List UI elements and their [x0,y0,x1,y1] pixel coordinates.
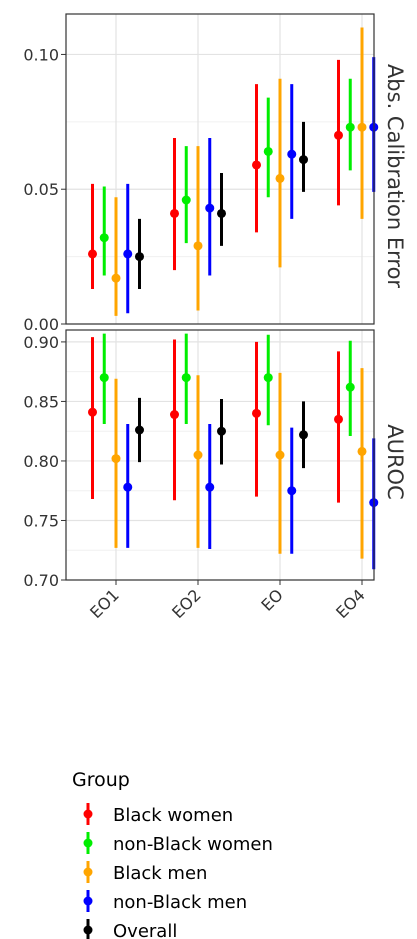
panel-1: 0.00 0.05 0.10 Abs. Calibration Error [23,13,407,334]
legend-label: Black men [113,863,207,884]
mean-point [217,426,226,436]
series-non-black-women [99,78,355,276]
mean-point [88,407,97,417]
mean-point [263,146,273,156]
mean-point [217,208,226,218]
panel-border [65,329,375,581]
mean-point [357,122,367,132]
legend-key-point [83,925,93,935]
mean-point [299,430,308,440]
mean-point [99,373,109,383]
y-tick-label: 0.85 [23,392,59,411]
series-overall [135,121,308,289]
x-tick-label: EO4 [332,585,369,622]
mean-point [263,373,273,383]
mean-point [334,130,343,140]
mean-point [99,233,109,243]
y-tick-label: 0.80 [23,452,59,471]
y-tick-label: 0.70 [23,571,59,590]
series-non-black-women [99,333,355,436]
mean-point [135,252,144,262]
mean-point [181,195,191,205]
legend-key-point [83,867,93,877]
x-tick-label: EO [257,585,286,614]
series-black-women [88,59,343,289]
mean-point [193,450,203,460]
legend-item: non-Black women [83,832,273,855]
legend-label: Black women [113,805,233,826]
mean-point [287,149,297,159]
legend-key-point [83,838,93,848]
mean-point [111,454,121,464]
mean-point [205,482,215,492]
legend: Group Black women non-Black women Black me… [72,769,273,939]
legend-items: Black women non-Black women Black men non-B… [83,803,273,939]
strip-label: AUROC [383,424,407,500]
y-tick-label: 0.05 [23,180,59,199]
series-overall [135,397,308,469]
legend-item: Overall [83,919,177,939]
x-tick-label: EO1 [86,585,123,622]
mean-point [299,155,308,165]
legend-label: non-Black men [113,892,247,913]
strip-label: Abs. Calibration Error [383,64,407,288]
mean-point [170,208,179,218]
mean-point [275,450,285,460]
series-black-women [88,337,343,503]
legend-item: Black men [83,861,207,884]
legend-title: Group [72,769,130,791]
x-axis: EO1 EO2 EO EO4 [86,580,369,622]
mean-point [334,414,343,424]
mean-point [135,425,144,435]
mean-point [123,482,133,492]
legend-item: non-Black men [83,890,247,913]
mean-point [193,241,203,251]
mean-point [357,446,367,456]
legend-item: Black women [83,803,233,826]
series-black-men [111,368,367,559]
mean-point [252,408,261,418]
mean-point [345,122,355,132]
series-black-men [111,27,367,316]
mean-point [205,203,215,213]
mean-point [170,410,179,420]
mean-point [252,160,261,170]
legend-key-point [83,896,93,906]
panel-2: 0.70 0.75 0.80 0.85 0.90 AUROC [23,329,407,590]
mean-point [111,273,121,283]
y-tick-label: 0.10 [23,45,59,64]
legend-label: Overall [113,921,177,939]
panel-border [65,13,375,325]
mean-point [181,373,191,383]
legend-label: non-Black women [113,834,273,855]
y-tick-label: 0.00 [23,315,59,334]
mean-point [88,249,97,259]
mean-point [123,249,133,259]
x-tick-label: EO2 [168,585,205,622]
y-tick-label: 0.90 [23,333,59,352]
mean-point [287,486,297,496]
y-tick-label: 0.75 [23,511,59,530]
legend-key-point [83,809,93,819]
mean-point [275,173,285,183]
mean-point [345,382,355,392]
